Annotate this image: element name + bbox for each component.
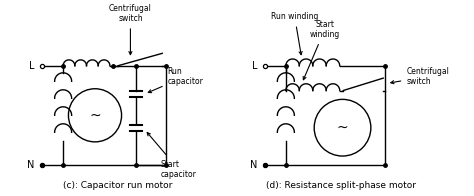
Text: L: L: [29, 61, 35, 71]
Text: Centrifugal
switch: Centrifugal switch: [391, 67, 449, 86]
Text: Centrifugal
switch: Centrifugal switch: [109, 4, 152, 55]
Text: N: N: [250, 160, 257, 170]
Text: ~: ~: [89, 108, 101, 122]
Text: Run winding: Run winding: [271, 13, 319, 55]
Text: Start
capacitor: Start capacitor: [147, 132, 196, 179]
Text: Start
winding: Start winding: [303, 20, 340, 80]
Text: N: N: [27, 160, 35, 170]
Text: Run
capacitor: Run capacitor: [148, 67, 203, 93]
Text: (c): Capacitor run motor: (c): Capacitor run motor: [64, 181, 173, 190]
Text: ~: ~: [337, 121, 348, 135]
Text: L: L: [252, 61, 257, 71]
Text: (d): Resistance split-phase motor: (d): Resistance split-phase motor: [266, 181, 416, 190]
